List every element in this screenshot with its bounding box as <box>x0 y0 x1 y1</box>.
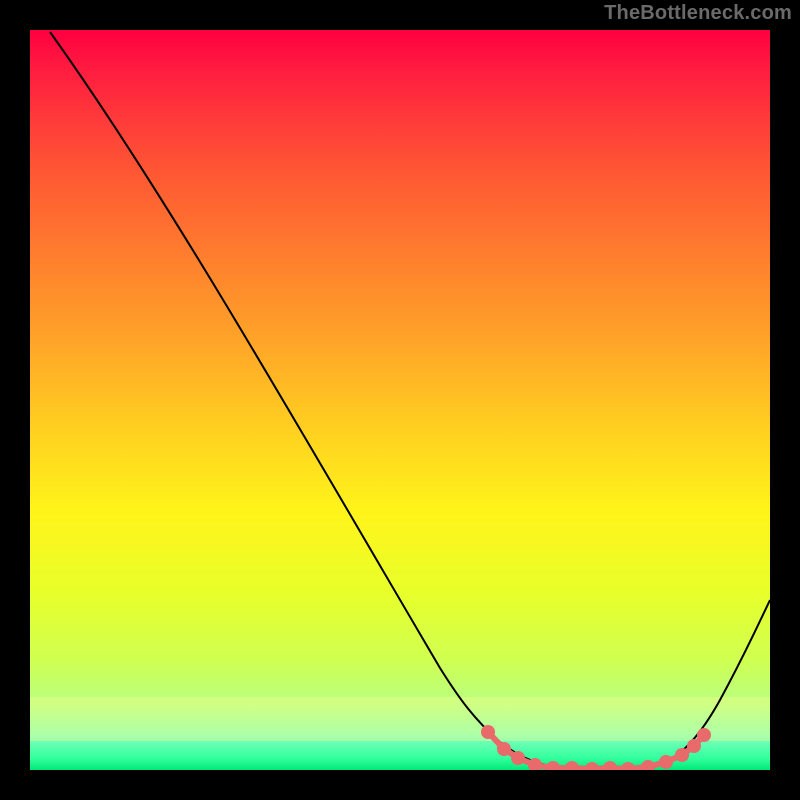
chart-canvas: { "watermark": { "text": "TheBottleneck.… <box>0 0 800 800</box>
gradient-background <box>30 30 770 770</box>
highlight-band <box>30 697 770 741</box>
watermark: TheBottleneck.com <box>604 2 792 25</box>
chart-svg <box>0 0 800 800</box>
